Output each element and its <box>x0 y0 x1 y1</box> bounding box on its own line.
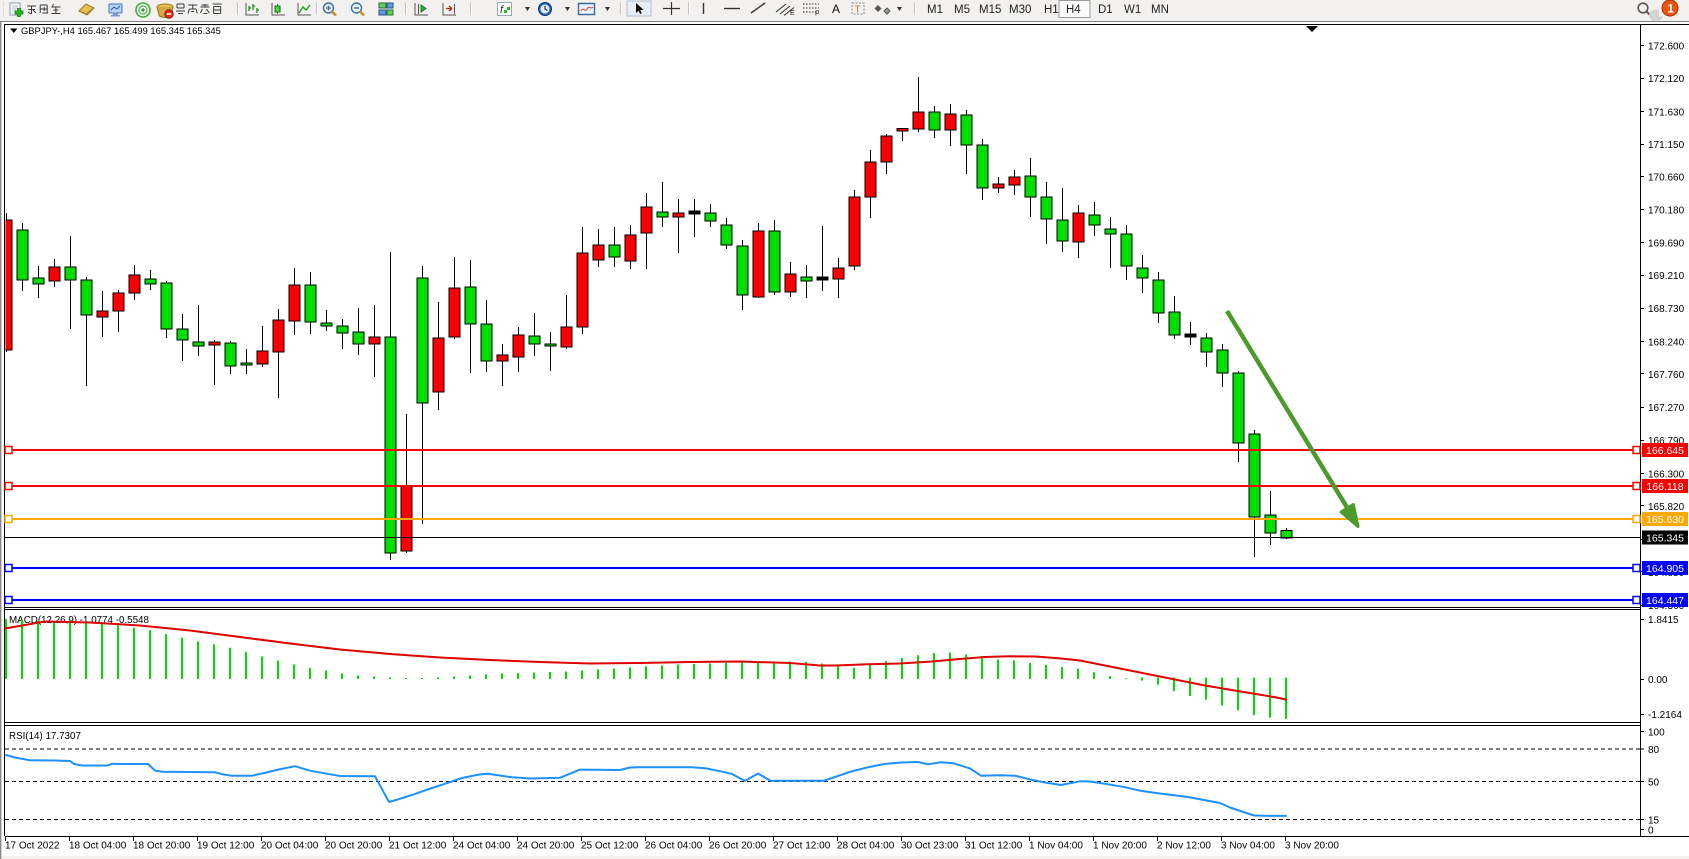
svg-text:W1: W1 <box>1124 4 1141 16</box>
svg-text:M30: M30 <box>1009 4 1031 16</box>
svg-text:A: A <box>832 2 840 16</box>
svg-text:168.730: 168.730 <box>1648 304 1685 315</box>
svg-text:GBPJPY-,H4 165.467 165.499 16: GBPJPY-,H4 165.467 165.499 165.345 165.3… <box>21 25 221 36</box>
svg-text:26 Oct 04:00: 26 Oct 04:00 <box>645 841 703 852</box>
svg-text:1 Nov 20:00: 1 Nov 20:00 <box>1093 841 1147 852</box>
svg-text:15: 15 <box>1648 816 1660 827</box>
svg-text:167.760: 167.760 <box>1648 370 1685 381</box>
svg-text:MN: MN <box>1151 4 1169 16</box>
svg-text:26 Oct 20:00: 26 Oct 20:00 <box>709 841 767 852</box>
svg-text:168.240: 168.240 <box>1648 337 1685 348</box>
svg-text:164.447: 164.447 <box>1646 595 1684 607</box>
svg-text:0: 0 <box>1648 826 1654 837</box>
svg-text:1 Nov 04:00: 1 Nov 04:00 <box>1029 841 1083 852</box>
svg-text:31 Oct 12:00: 31 Oct 12:00 <box>965 841 1023 852</box>
svg-text:D1: D1 <box>1098 4 1113 16</box>
svg-text:MACD(12,26,9) -1.0774 -0.5548: MACD(12,26,9) -1.0774 -0.5548 <box>9 615 150 626</box>
svg-text:20 Oct 20:00: 20 Oct 20:00 <box>325 841 383 852</box>
svg-text:170.660: 170.660 <box>1648 173 1685 184</box>
svg-text:17 Oct 2022: 17 Oct 2022 <box>5 841 60 852</box>
svg-text:170.180: 170.180 <box>1648 206 1685 217</box>
svg-text:21 Oct 12:00: 21 Oct 12:00 <box>389 841 447 852</box>
svg-text:M5: M5 <box>954 4 970 16</box>
svg-text:24 Oct 04:00: 24 Oct 04:00 <box>453 841 511 852</box>
svg-text:166.645: 166.645 <box>1646 445 1684 457</box>
svg-text:RSI(14) 17.7307: RSI(14) 17.7307 <box>9 731 81 742</box>
svg-text:164.905: 164.905 <box>1646 563 1684 575</box>
svg-text:169.690: 169.690 <box>1648 238 1685 249</box>
svg-text:0.00: 0.00 <box>1648 675 1668 686</box>
svg-text:2 Nov 12:00: 2 Nov 12:00 <box>1157 841 1211 852</box>
svg-text:169.210: 169.210 <box>1648 271 1685 282</box>
svg-text:27 Oct 12:00: 27 Oct 12:00 <box>773 841 831 852</box>
svg-text:166.300: 166.300 <box>1648 469 1685 480</box>
svg-text:M15: M15 <box>979 4 1001 16</box>
svg-text:30 Oct 23:00: 30 Oct 23:00 <box>901 841 959 852</box>
svg-text:1: 1 <box>1668 4 1675 16</box>
svg-text:171.630: 171.630 <box>1648 107 1685 118</box>
svg-text:165.630: 165.630 <box>1646 514 1684 526</box>
svg-text:18 Oct 04:00: 18 Oct 04:00 <box>69 841 127 852</box>
svg-text:167.270: 167.270 <box>1648 403 1685 414</box>
svg-text:172.120: 172.120 <box>1648 74 1685 85</box>
svg-text:20 Oct 04:00: 20 Oct 04:00 <box>261 841 319 852</box>
svg-text:f: f <box>500 4 504 16</box>
svg-text:M1: M1 <box>927 4 943 16</box>
svg-text:H4: H4 <box>1066 4 1081 16</box>
svg-text:165.345: 165.345 <box>1646 533 1684 545</box>
svg-text:1.8415: 1.8415 <box>1648 615 1679 626</box>
svg-text:E: E <box>790 10 795 17</box>
svg-text:F: F <box>815 11 819 18</box>
svg-text:T: T <box>855 5 861 16</box>
svg-text:171.150: 171.150 <box>1648 140 1685 151</box>
svg-text:100: 100 <box>1648 728 1665 739</box>
svg-text:3 Nov 20:00: 3 Nov 20:00 <box>1285 841 1339 852</box>
svg-text:80: 80 <box>1648 745 1660 756</box>
svg-text:19 Oct 12:00: 19 Oct 12:00 <box>197 841 255 852</box>
svg-text:166.790: 166.790 <box>1648 436 1685 447</box>
svg-text:28 Oct 04:00: 28 Oct 04:00 <box>837 841 895 852</box>
svg-text:172.600: 172.600 <box>1648 41 1685 52</box>
svg-text:H1: H1 <box>1044 4 1059 16</box>
svg-text:165.820: 165.820 <box>1648 502 1685 513</box>
svg-text:24 Oct 20:00: 24 Oct 20:00 <box>517 841 575 852</box>
svg-text:18 Oct 20:00: 18 Oct 20:00 <box>133 841 191 852</box>
svg-text:3 Nov 04:00: 3 Nov 04:00 <box>1221 841 1275 852</box>
svg-text:-1.2164: -1.2164 <box>1648 710 1682 721</box>
svg-text:25 Oct 12:00: 25 Oct 12:00 <box>581 841 639 852</box>
svg-text:50: 50 <box>1648 778 1660 789</box>
svg-text:166.118: 166.118 <box>1646 481 1683 493</box>
